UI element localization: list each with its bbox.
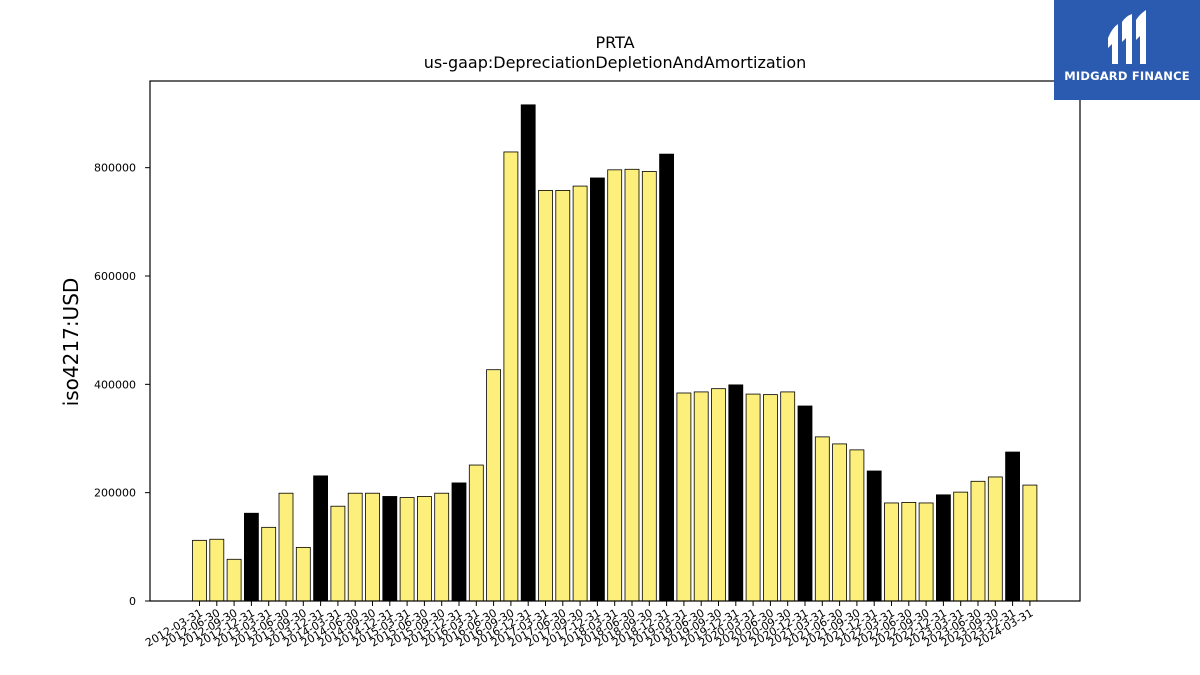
bar-2013-03-31 — [261, 526, 277, 602]
bar-2019-09-30 — [711, 388, 726, 602]
bar-2014-09-30 — [365, 492, 380, 602]
bar-2020-09-30 — [780, 391, 796, 602]
bar-2024-03-31 — [1022, 484, 1038, 602]
bar-2015-12-31 — [451, 482, 467, 602]
bar-2013-12-31 — [313, 475, 329, 602]
bar-2020-06-30 — [763, 394, 778, 602]
bar-2018-09-30 — [641, 171, 657, 602]
bar-2019-06-30 — [693, 391, 709, 602]
y-tick-label: 400000 — [94, 378, 136, 391]
bar-2021-03-31 — [814, 436, 830, 602]
bar-2014-12-31 — [382, 496, 398, 602]
bar-2014-06-30 — [347, 492, 363, 602]
bar-2023-09-30 — [987, 476, 1003, 602]
bar-2013-09-30 — [295, 546, 311, 602]
bar-2023-06-30 — [970, 480, 986, 602]
bar-2022-06-30 — [901, 502, 917, 602]
bar-2021-09-30 — [849, 449, 865, 602]
x-axis: 2012-03-312012-06-302012-09-302012-12-31… — [143, 601, 1035, 650]
y-tick-label: 800000 — [94, 162, 136, 175]
brand-name: MIDGARD FINANCE — [1064, 69, 1190, 83]
bar-2012-06-30 — [209, 538, 225, 602]
bar-2016-12-31 — [520, 104, 536, 602]
bar-2020-12-31 — [797, 405, 813, 602]
bar-2022-03-31 — [884, 502, 899, 602]
bar-2016-09-30 — [503, 151, 519, 602]
brand-logo: MIDGARD FINANCE — [1054, 0, 1200, 100]
bars-group — [192, 104, 1038, 602]
chart-subtitle: us-gaap:DepreciationDepletionAndAmortiza… — [424, 53, 807, 72]
y-tick-label: 200000 — [94, 487, 136, 500]
bar-2018-06-30 — [624, 168, 640, 602]
bar-2020-03-31 — [745, 393, 761, 602]
bar-2021-12-31 — [866, 470, 882, 602]
bar-2017-09-30 — [572, 185, 588, 602]
y-axis-label: iso4217:USD — [59, 278, 83, 407]
bar-2016-06-30 — [486, 369, 502, 602]
bar-2012-12-31 — [243, 512, 259, 602]
midgard-logo-icon — [1108, 10, 1146, 64]
bar-2013-06-30 — [278, 492, 294, 602]
bar-2022-09-30 — [918, 502, 934, 602]
bar-2021-06-30 — [832, 443, 847, 602]
bar-2015-06-30 — [416, 496, 432, 602]
bar-2022-12-31 — [936, 494, 951, 602]
bar-2017-03-31 — [538, 190, 553, 602]
chart-title: PRTA — [595, 33, 634, 52]
bar-2019-03-31 — [676, 392, 692, 602]
bar-2015-09-30 — [434, 492, 450, 602]
bar-2018-12-31 — [659, 153, 674, 602]
y-tick-label: 600000 — [94, 270, 136, 283]
bar-2014-03-31 — [330, 505, 346, 602]
y-axis: 0 200000 400000 600000 800000 — [94, 162, 150, 608]
bar-2023-03-31 — [953, 491, 969, 602]
y-tick-label: 0 — [129, 595, 136, 608]
bar-2015-03-31 — [399, 497, 415, 602]
bar-2023-12-31 — [1005, 451, 1020, 602]
bar-2018-03-31 — [607, 169, 623, 602]
bar-2012-09-30 — [226, 558, 242, 602]
bar-2017-06-30 — [555, 190, 571, 602]
bar-2016-03-31 — [468, 464, 484, 602]
bar-2012-03-31 — [192, 539, 207, 602]
bar-2019-12-31 — [728, 384, 744, 602]
bar-2017-12-31 — [590, 177, 605, 602]
